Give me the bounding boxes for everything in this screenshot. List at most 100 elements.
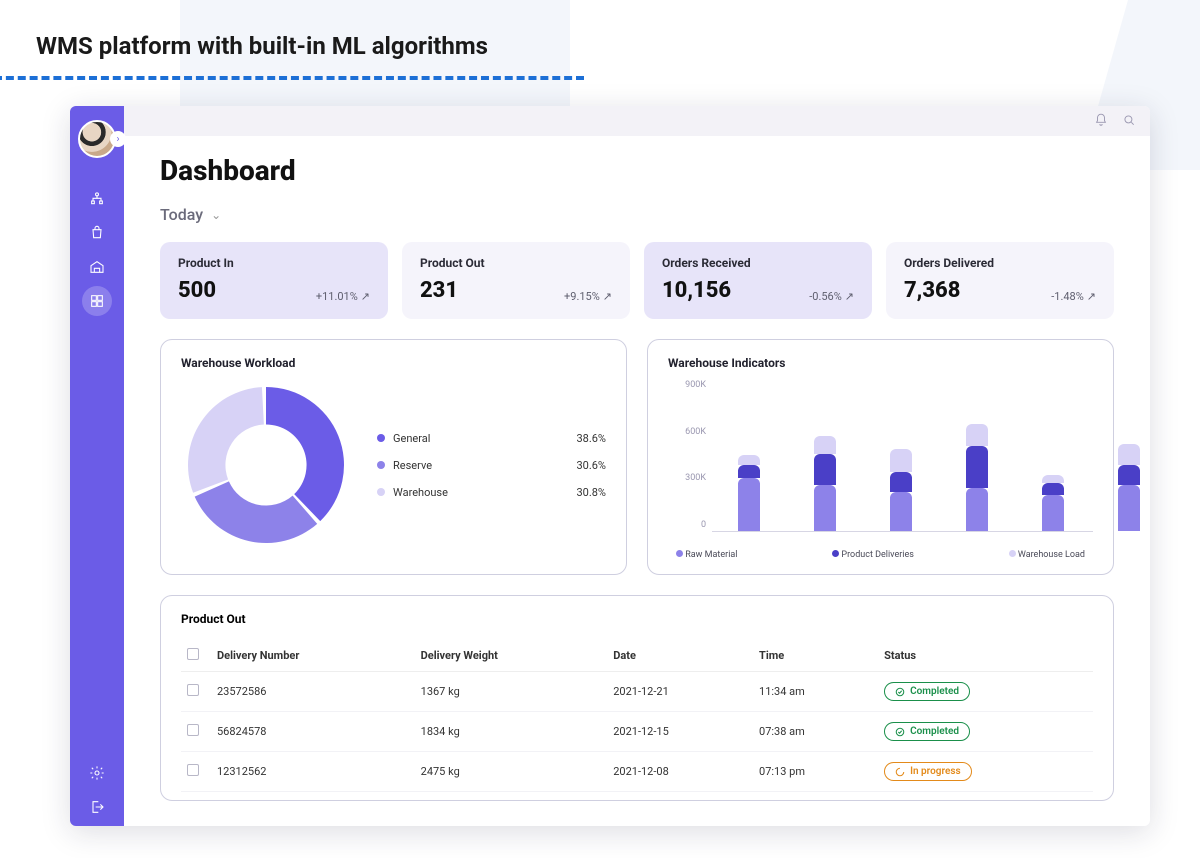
search-icon[interactable] <box>1122 112 1136 131</box>
workload-legend: General38.6% Reserve 30.6% Warehouse 30.8% <box>377 418 606 513</box>
bar-group <box>890 383 912 531</box>
bar-segment <box>1042 483 1064 495</box>
avatar[interactable]: › <box>78 120 116 158</box>
legend-label: Reserve <box>393 459 432 472</box>
legend-label: Raw Material <box>685 550 737 560</box>
cell-delivery-number: 56824578 <box>211 712 415 752</box>
logout-icon[interactable] <box>82 792 112 822</box>
cell-delivery-number: 12312562 <box>211 752 415 792</box>
indicators-title: Warehouse Indicators <box>668 356 1093 370</box>
cell-delivery-weight: 1367 kg <box>415 672 608 712</box>
sidebar: › <box>70 106 124 826</box>
cell-date: 2021-12-08 <box>607 752 753 792</box>
cell-date: 2021-12-21 <box>607 672 753 712</box>
bar-segment <box>890 492 912 531</box>
workload-panel: Warehouse Workload General38.6% Reserve 30… <box>160 339 627 575</box>
column-header[interactable]: Date <box>607 640 753 672</box>
trend-icon: ↗ <box>845 290 854 303</box>
stat-label: Product In <box>178 256 370 270</box>
stat-value: 500 <box>178 278 216 303</box>
checkbox[interactable] <box>187 684 199 696</box>
y-tick-label: 600K <box>685 427 706 437</box>
trend-icon: ↗ <box>1087 290 1096 303</box>
page-heading: WMS platform with built-in ML algorithms <box>0 0 1200 76</box>
status-badge: Completed <box>884 682 970 701</box>
stat-card[interactable]: Orders Received10,156-0.56% ↗ <box>644 242 872 319</box>
dashboard-icon[interactable] <box>82 286 112 316</box>
legend-item: General38.6% <box>377 432 606 445</box>
bar-segment <box>890 449 912 472</box>
column-header[interactable]: Status <box>878 640 1093 672</box>
stat-value: 7,368 <box>904 278 960 303</box>
workload-title: Warehouse Workload <box>181 356 606 370</box>
table-row[interactable]: 568245781834 kg2021-12-1507:38 amComplet… <box>181 712 1093 752</box>
bar-segment <box>966 488 988 531</box>
bar-group <box>1042 383 1064 531</box>
workload-donut-chart <box>181 380 351 550</box>
legend-label: Warehouse <box>393 486 448 499</box>
cell-date: 2021-12-15 <box>607 712 753 752</box>
bar-segment <box>738 465 760 478</box>
bar-segment <box>1118 485 1140 531</box>
checkbox[interactable] <box>187 764 199 776</box>
y-tick-label: 300K <box>685 473 706 483</box>
warehouse-icon[interactable] <box>82 252 112 282</box>
indicators-bar-chart: 900K600K300K0 Raw Material Product Deliv… <box>668 380 1093 560</box>
donut-segment <box>266 387 344 521</box>
chevron-right-icon[interactable]: › <box>110 131 126 147</box>
legend-label: General <box>393 432 430 445</box>
legend-label: Warehouse Load <box>1018 550 1085 560</box>
stat-delta: -0.56% ↗ <box>809 290 854 303</box>
table-row[interactable]: 235725861367 kg2021-12-2111:34 amComplet… <box>181 672 1093 712</box>
bar-segment <box>814 485 836 531</box>
hierarchy-icon[interactable] <box>82 184 112 214</box>
stat-card[interactable]: Orders Delivered7,368-1.48% ↗ <box>886 242 1114 319</box>
stat-delta: +11.01% ↗ <box>316 290 370 303</box>
bar-segment <box>966 424 988 445</box>
stat-card[interactable]: Product Out231+9.15% ↗ <box>402 242 630 319</box>
legend-item: Reserve 30.6% <box>377 459 606 472</box>
status-badge: Completed <box>884 722 970 741</box>
bar-legend-item: Product Deliveries <box>832 550 914 560</box>
column-header[interactable]: Delivery Number <box>211 640 415 672</box>
trend-icon: ↗ <box>361 290 370 303</box>
period-selector[interactable]: Today ⌄ <box>160 205 1114 224</box>
stat-delta: +9.15% ↗ <box>564 290 612 303</box>
trend-icon: ↗ <box>603 290 612 303</box>
bell-icon[interactable] <box>1094 112 1108 131</box>
column-header[interactable]: Time <box>753 640 878 672</box>
table-row[interactable]: 123125622475 kg2021-12-0807:13 pmIn prog… <box>181 752 1093 792</box>
bar-legend-item: Warehouse Load <box>1009 550 1085 560</box>
bag-icon[interactable] <box>82 218 112 248</box>
product-out-panel: Product Out Delivery NumberDelivery Weig… <box>160 595 1114 801</box>
bar-segment <box>738 478 760 531</box>
period-label: Today <box>160 205 203 224</box>
bar-segment <box>814 454 836 485</box>
bar-group <box>738 383 760 531</box>
bar-segment <box>738 455 760 465</box>
bar-segment <box>1118 465 1140 485</box>
bar-segment <box>814 436 836 454</box>
bar-legend-item: Raw Material <box>676 550 737 560</box>
cell-time: 11:34 am <box>753 672 878 712</box>
checkbox[interactable] <box>187 724 199 736</box>
bar-group <box>966 383 988 531</box>
stat-cards-row: Product In 500 +11.01% ↗ Product Out231+9.1… <box>160 242 1114 319</box>
indicators-panel: Warehouse Indicators 900K600K300K0 Raw M… <box>647 339 1114 575</box>
cell-time: 07:13 pm <box>753 752 878 792</box>
legend-value: 30.8% <box>576 486 606 499</box>
checkbox[interactable] <box>187 648 199 660</box>
legend-item: Warehouse 30.8% <box>377 486 606 499</box>
cell-delivery-weight: 1834 kg <box>415 712 608 752</box>
legend-value: 30.6% <box>576 459 606 472</box>
legend-dot <box>377 488 385 496</box>
gear-icon[interactable] <box>82 758 112 788</box>
legend-label: Product Deliveries <box>841 550 913 560</box>
stat-value: 10,156 <box>662 278 731 303</box>
column-header[interactable]: Delivery Weight <box>415 640 608 672</box>
stat-delta: -1.48% ↗ <box>1051 290 1096 303</box>
bar-group <box>814 383 836 531</box>
bar-segment <box>1118 444 1140 465</box>
stat-card[interactable]: Product In 500 +11.01% ↗ <box>160 242 388 319</box>
product-out-title: Product Out <box>181 612 1093 626</box>
